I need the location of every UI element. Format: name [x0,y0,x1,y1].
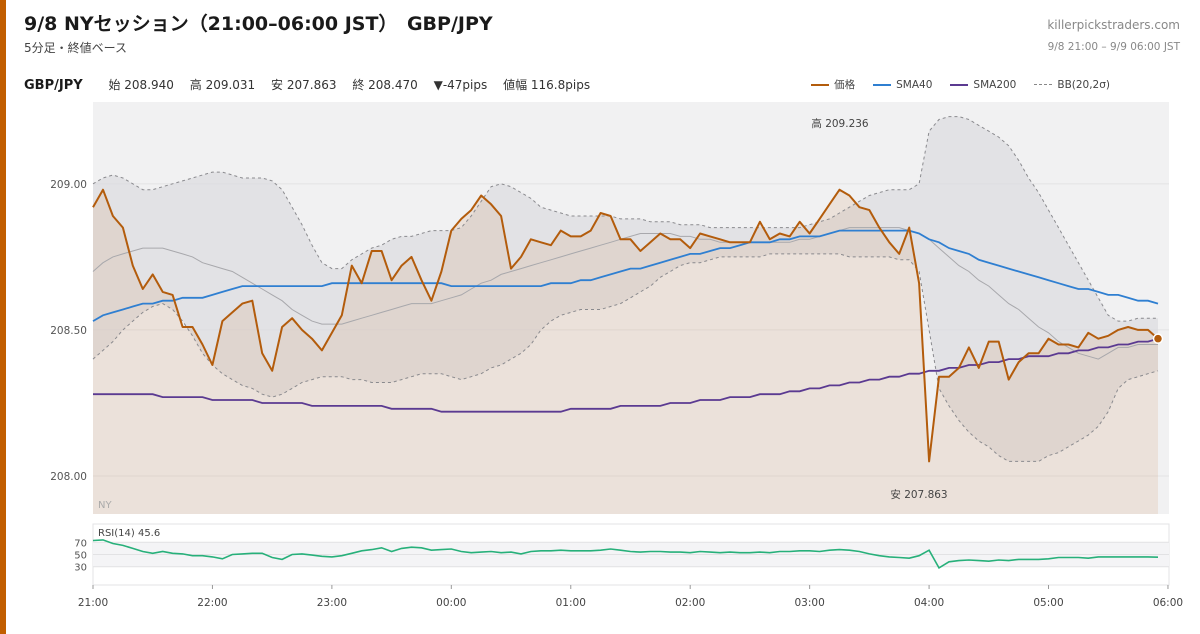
range-width-value: 値幅 116.8pips [503,78,591,92]
last-price-marker [1152,333,1164,344]
x-tick-label: 01:00 [556,597,586,609]
y-tick-label: 209.00 [50,179,87,191]
legend-sma200-label: SMA200 [973,78,1017,91]
bb-middle-line [92,227,1158,360]
sma40-line [92,229,1159,322]
high-value: 高 209.031 [189,78,256,92]
low-annotation: 安 207.863 [890,488,947,501]
rsi-line [92,539,1159,570]
x-tick-label: 06:00 [1153,597,1183,609]
y-tick-label: 208.00 [50,471,87,483]
accent-bar [0,0,6,634]
x-tick-label: 04:00 [914,597,944,609]
legend-sma200-swatch [950,83,969,86]
x-tick-label: 23:00 [317,597,347,609]
legend-price-swatch [811,83,830,86]
x-tick-label: 02:00 [675,597,705,609]
legend-bb-label: BB(20,2σ) [1057,78,1110,91]
bb-lower-line [92,253,1159,462]
legend-bb-swatch [1034,84,1053,85]
site-name: killerpickstraders.com [1047,18,1180,32]
x-tick-label: 00:00 [436,597,466,609]
date-range: 9/8 21:00 – 9/9 06:00 JST [1047,41,1180,53]
close-value: 終 208.470 [352,78,418,92]
bb-band-fill [93,116,1158,462]
high-annotation: 高 209.236 [811,117,869,130]
symbol-label: GBP/JPY [24,78,83,93]
rsi-tick-label: 50 [74,551,87,562]
rsi-tick-label: 30 [74,563,87,574]
price-line [92,188,1159,463]
legend-sma40[interactable]: SMA40 [873,79,932,91]
legend-bb[interactable]: BB(20,2σ) [1034,79,1110,91]
stats-bar: GBP/JPY 始 208.940 高 209.031 安 207.863 終 … [24,76,602,93]
x-tick-label: 22:00 [197,597,227,609]
price-area-fill [93,189,1158,514]
session-label: NY [98,500,112,511]
x-tick-label: 03:00 [795,597,825,609]
low-value: 安 207.863 [271,78,337,92]
page-subtitle: 5分足・終値ベース [24,41,128,55]
legend-sma40-swatch [873,83,892,86]
rsi-title: RSI(14) 45.6 [98,528,160,539]
bb-upper-line [92,116,1158,322]
x-tick-label: 05:00 [1033,597,1063,609]
x-tick-label: 21:00 [78,597,108,609]
legend-sma200[interactable]: SMA200 [950,79,1016,91]
legend-price[interactable]: 価格 [811,77,855,92]
page-title: 9/8 NYセッション（21:00–06:00 JST） GBP/JPY [24,13,493,35]
rsi-tick-label: 70 [74,538,87,549]
y-tick-label: 208.50 [50,325,87,337]
chart-legend: 価格 SMA40 SMA200 BB(20,2σ) [811,77,1110,92]
legend-sma40-label: SMA40 [896,78,933,91]
open-value: 始 208.940 [108,78,174,92]
change-value: ▼-47pips [433,78,488,92]
legend-price-label: 価格 [834,79,856,91]
